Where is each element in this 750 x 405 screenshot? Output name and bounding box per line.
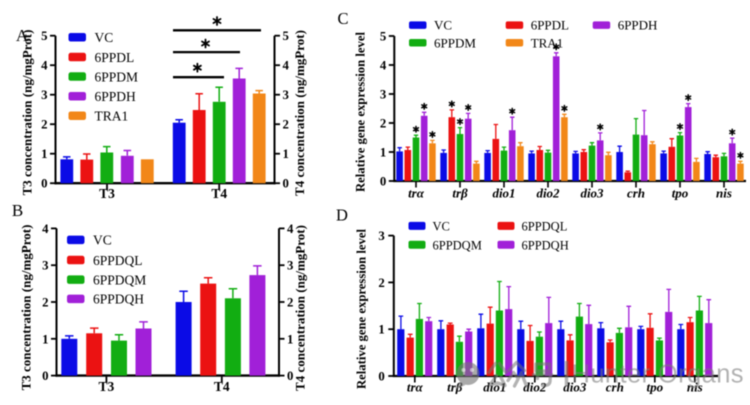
svg-text:T4 concentration (ng/mgProt): T4 concentration (ng/mgProt) [293, 225, 308, 391]
svg-text:dio3: dio3 [563, 380, 587, 395]
svg-text:dio1: dio1 [492, 186, 515, 201]
svg-text:2: 2 [42, 296, 48, 310]
svg-text:VC: VC [93, 233, 112, 248]
svg-text:trα: trα [408, 186, 425, 201]
svg-text:Relative gene expression level: Relative gene expression level [354, 31, 368, 192]
svg-text:tpo: tpo [672, 186, 689, 201]
svg-text:1: 1 [378, 323, 384, 337]
svg-text:6PPDH: 6PPDH [95, 89, 137, 104]
svg-text:T4: T4 [211, 186, 227, 201]
svg-text:3: 3 [42, 259, 48, 273]
svg-text:T3: T3 [99, 186, 115, 201]
svg-text:4: 4 [380, 59, 387, 73]
svg-text:0: 0 [42, 369, 48, 383]
svg-text:dio2: dio2 [536, 186, 560, 201]
svg-text:1: 1 [42, 332, 48, 346]
svg-text:4: 4 [42, 222, 49, 236]
svg-text:VC: VC [433, 219, 450, 233]
svg-text:6PPDL: 6PPDL [95, 50, 135, 65]
svg-text:6PPDM: 6PPDM [434, 35, 476, 50]
svg-text:0: 0 [378, 370, 384, 384]
svg-text:VC: VC [95, 30, 114, 45]
svg-text:dio2: dio2 [523, 380, 547, 395]
svg-text:2: 2 [380, 117, 386, 131]
svg-text:T3: T3 [99, 379, 115, 394]
svg-text:dio3: dio3 [580, 186, 604, 201]
svg-text:2: 2 [378, 276, 384, 290]
svg-text:crh: crh [627, 186, 645, 201]
svg-text:tpo: tpo [646, 380, 663, 395]
svg-text:4: 4 [287, 222, 294, 236]
svg-text:trα: trα [407, 380, 424, 395]
svg-text:VC: VC [434, 18, 452, 33]
svg-text:3: 3 [287, 259, 293, 273]
svg-text:0: 0 [41, 177, 47, 191]
svg-text:3: 3 [378, 229, 384, 243]
svg-text:0: 0 [380, 175, 386, 189]
svg-text:0: 0 [283, 177, 289, 191]
svg-text:A: A [16, 26, 29, 45]
svg-text:6PPDQM: 6PPDQM [93, 272, 146, 287]
svg-text:T3 concentration (ng/mgProt): T3 concentration (ng/mgProt) [19, 225, 34, 391]
svg-text:2: 2 [287, 296, 293, 310]
svg-text:Hunter Organs: Hunter Organs [572, 361, 744, 389]
svg-text:Relative gene expression level: Relative gene expression level [354, 228, 368, 389]
svg-text:5: 5 [41, 29, 47, 43]
svg-text:5: 5 [283, 29, 289, 43]
svg-text:6PPDL: 6PPDL [531, 18, 569, 33]
svg-text:3: 3 [380, 88, 386, 102]
svg-text:T3 concentration (ng/mgProt): T3 concentration (ng/mgProt) [20, 30, 35, 196]
svg-text:1: 1 [41, 147, 47, 161]
svg-text:1: 1 [287, 332, 293, 346]
svg-text:3: 3 [41, 88, 47, 102]
svg-text:nis: nis [716, 186, 732, 201]
svg-text:C: C [337, 9, 348, 28]
svg-text:5: 5 [380, 30, 386, 44]
svg-text:nis: nis [687, 380, 703, 395]
svg-text:6PPDQM: 6PPDQM [433, 238, 482, 252]
svg-text:4: 4 [283, 59, 290, 73]
svg-text:1: 1 [283, 147, 289, 161]
svg-text:6PPDH: 6PPDH [618, 18, 658, 33]
svg-text:3: 3 [283, 88, 289, 102]
svg-text:6PPDQL: 6PPDQL [522, 219, 568, 233]
svg-text:trβ: trβ [447, 380, 463, 395]
svg-text:TRA1: TRA1 [95, 109, 129, 124]
svg-text:T4 concentration (ng/mgProt): T4 concentration (ng/mgProt) [292, 30, 307, 196]
svg-text:2: 2 [41, 118, 47, 132]
svg-text:6PPDQH: 6PPDQH [93, 292, 144, 307]
svg-text:6PPDQH: 6PPDQH [522, 238, 569, 252]
svg-text:D: D [336, 206, 348, 225]
svg-text:6PPDM: 6PPDM [95, 69, 139, 84]
svg-text:TRA1: TRA1 [531, 35, 564, 50]
svg-text:6PPDQL: 6PPDQL [93, 253, 143, 268]
svg-text:B: B [12, 201, 23, 220]
svg-text:crh: crh [606, 380, 624, 395]
svg-text:4: 4 [41, 59, 48, 73]
svg-text:T4: T4 [214, 379, 230, 394]
svg-text:1: 1 [380, 146, 386, 160]
svg-text:0: 0 [287, 369, 293, 383]
svg-text:trβ: trβ [452, 186, 468, 201]
svg-text:2: 2 [283, 118, 289, 132]
